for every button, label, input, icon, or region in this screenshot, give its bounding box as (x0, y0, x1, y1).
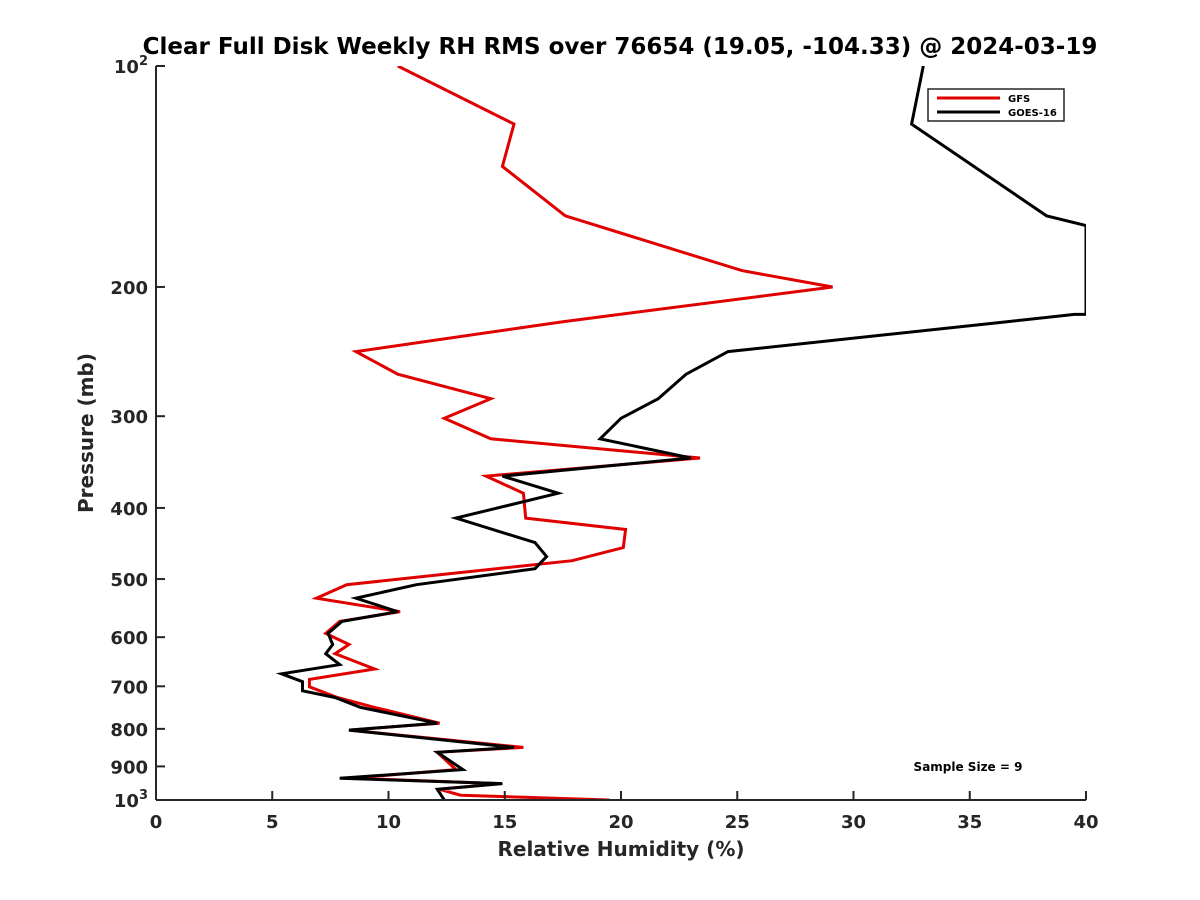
axes-layer: 0 5 10 15 20 25 30 35 40 102 200 300 400 500 600 700 800… (110, 54, 1098, 833)
y-tick-label: 103 (114, 788, 148, 812)
legend: GFS GOES-16 (927, 88, 1065, 122)
y-axis-label: Pressure (mb) (74, 353, 98, 513)
y-tick-label: 500 (110, 570, 148, 591)
x-tick-label: 35 (957, 812, 982, 833)
series-layer (275, 66, 1086, 800)
series-line-gfs (307, 66, 833, 800)
y-tick-label: 800 (110, 720, 148, 741)
legend-box (927, 88, 1065, 122)
x-tick-label: 40 (1073, 812, 1098, 833)
y-tick-label: 400 (110, 499, 148, 520)
sample-size-annotation: Sample Size = 9 (914, 760, 1023, 774)
x-tick-label: 25 (725, 812, 750, 833)
x-tick-label: 10 (376, 812, 401, 833)
x-tick-label: 5 (266, 812, 279, 833)
y-tick-label: 600 (110, 628, 148, 649)
y-tick-label: 900 (110, 757, 148, 778)
x-tick-label: 0 (150, 812, 163, 833)
y-tick-label: 200 (110, 278, 148, 299)
y-tick-label: 700 (110, 677, 148, 698)
y-tick-label: 300 (110, 407, 148, 428)
legend-label: GOES-16 (1008, 108, 1057, 119)
chart-title: Clear Full Disk Weekly RH RMS over 76654… (143, 34, 1098, 60)
x-tick-label: 30 (841, 812, 866, 833)
x-tick-label: 20 (608, 812, 633, 833)
x-axis-label: Relative Humidity (%) (497, 837, 744, 861)
legend-label: GFS (1008, 94, 1030, 105)
series-line-goes-16 (275, 66, 1086, 800)
x-tick-label: 15 (492, 812, 517, 833)
y-tick-label: 102 (114, 54, 148, 78)
